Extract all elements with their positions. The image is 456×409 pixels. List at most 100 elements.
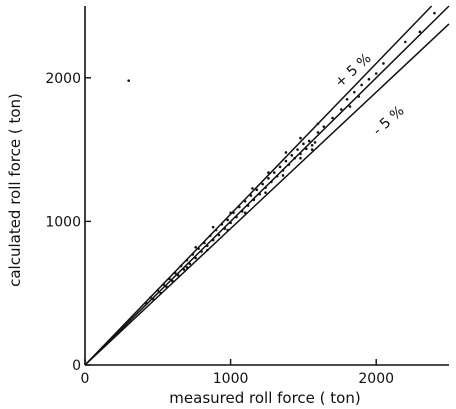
data-point	[127, 79, 130, 82]
reference-line-equal	[84, 5, 450, 366]
data-point	[299, 156, 302, 160]
data-point	[249, 194, 253, 197]
data-point	[374, 72, 378, 75]
data-point	[159, 291, 163, 295]
data-point	[348, 105, 352, 108]
data-point	[290, 154, 294, 157]
data-point	[188, 262, 192, 266]
data-point	[185, 258, 189, 262]
data-point	[331, 116, 334, 120]
data-point	[258, 192, 262, 196]
data-point	[272, 171, 276, 174]
data-point	[316, 122, 320, 126]
data-point	[267, 171, 270, 174]
data-point	[339, 108, 343, 111]
data-point	[208, 234, 212, 238]
data-point	[284, 159, 288, 163]
data-point	[418, 30, 422, 34]
y-tick-label: 0	[72, 358, 81, 374]
data-point	[191, 253, 195, 256]
data-point	[310, 148, 314, 151]
data-point	[173, 271, 177, 275]
data-point	[293, 156, 296, 160]
data-point	[144, 301, 148, 305]
data-point	[203, 241, 206, 245]
data-point	[310, 143, 314, 147]
data-point	[264, 186, 267, 189]
data-point	[217, 233, 221, 237]
data-point	[433, 11, 436, 15]
data-point	[278, 165, 282, 169]
data-point	[382, 62, 385, 65]
x-tick-label: 2000	[358, 371, 394, 387]
data-point	[240, 210, 244, 213]
data-point	[316, 131, 320, 134]
data-point	[226, 228, 229, 232]
data-point	[152, 298, 155, 301]
data-point	[251, 187, 254, 190]
data-point	[345, 98, 349, 101]
data-point	[226, 218, 229, 222]
data-point	[238, 205, 241, 209]
data-point	[353, 90, 356, 94]
annotation-minus-5-percent: - 5 %	[370, 103, 408, 139]
y-tick-label: 2000	[45, 71, 81, 87]
data-point	[235, 215, 238, 219]
data-point	[305, 147, 308, 151]
data-point	[220, 222, 224, 226]
data-point	[197, 247, 200, 250]
data-point	[200, 250, 203, 253]
data-point	[367, 77, 371, 81]
data-point	[404, 40, 407, 44]
data-point	[223, 227, 227, 230]
data-point	[243, 211, 247, 215]
data-point	[281, 174, 285, 177]
data-point	[194, 256, 197, 260]
x-tick-label: 0	[81, 371, 90, 387]
data-point	[243, 199, 247, 203]
data-point	[211, 238, 215, 242]
ticks: 0 1000 2000 0 1000 2000	[45, 71, 394, 387]
data-point	[176, 273, 180, 277]
data-point	[149, 296, 152, 299]
data-point	[360, 83, 363, 87]
data-point	[246, 204, 250, 207]
y-tick-label: 1000	[45, 214, 81, 230]
data-point	[267, 177, 270, 180]
data-point	[156, 289, 160, 292]
data-point	[357, 95, 361, 98]
data-point	[232, 211, 235, 215]
data-point	[229, 221, 232, 225]
data-point	[206, 244, 209, 248]
reference-line-minus-5	[84, 23, 450, 366]
reference-lines	[84, 5, 450, 366]
data-point	[229, 211, 232, 215]
data-point	[162, 283, 165, 286]
data-point	[206, 248, 209, 252]
data-point	[299, 136, 302, 140]
data-point	[299, 152, 302, 156]
data-point	[264, 191, 267, 194]
data-point	[261, 182, 264, 186]
data-point	[313, 141, 317, 144]
data-point	[194, 245, 197, 249]
data-point	[171, 279, 174, 283]
data-point	[255, 188, 259, 192]
data-point	[287, 163, 291, 166]
data-point	[179, 264, 183, 268]
x-axis-title: measured roll force ( ton)	[169, 389, 360, 407]
data-point	[296, 148, 299, 151]
data-points	[127, 11, 436, 305]
data-point	[302, 142, 305, 146]
y-axis-title: calculated roll force ( ton)	[6, 93, 24, 287]
data-point	[322, 125, 326, 128]
data-point	[165, 285, 168, 289]
data-point	[270, 180, 273, 184]
data-point	[182, 268, 186, 271]
x-tick-label: 1000	[213, 371, 249, 387]
data-point	[281, 169, 285, 172]
data-point	[185, 266, 189, 269]
reference-line-plus-5	[84, 5, 433, 366]
data-point	[252, 198, 256, 202]
